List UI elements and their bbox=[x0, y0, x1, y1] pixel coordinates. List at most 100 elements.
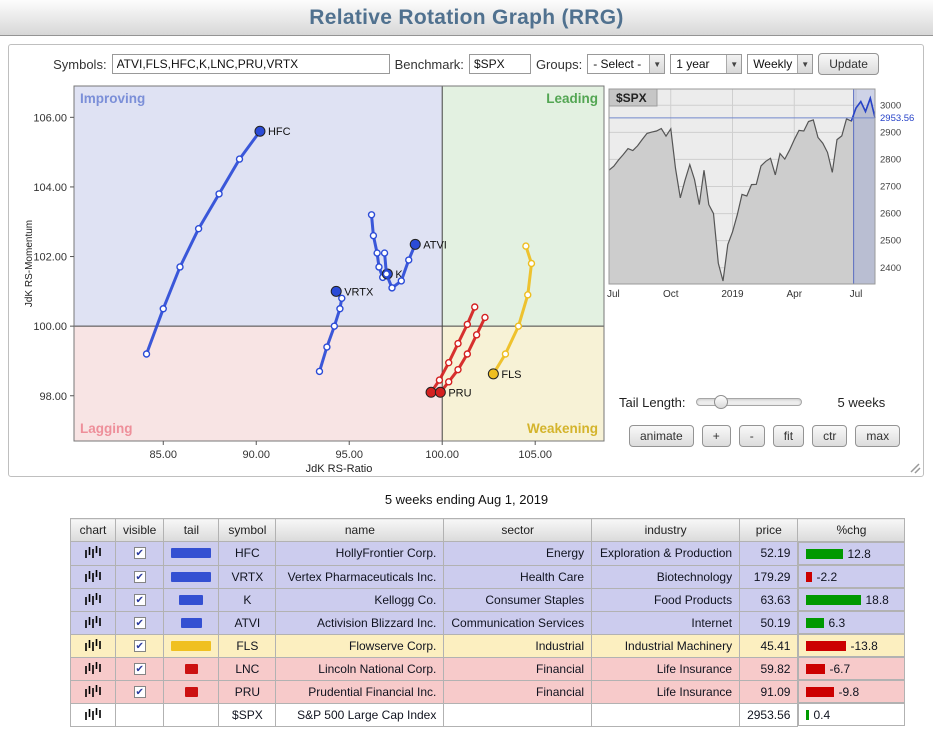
y-tick-label: 102.00 bbox=[33, 252, 67, 264]
cell-tail bbox=[163, 587, 220, 612]
quadrant-improving bbox=[74, 86, 443, 327]
dot-VRTX[interactable] bbox=[330, 285, 342, 297]
cell-pctchg: 12.8 bbox=[798, 542, 905, 565]
dot-HFC[interactable] bbox=[254, 125, 266, 137]
cell-symbol: LNC bbox=[218, 656, 277, 681]
spx-y-tick: 2700 bbox=[880, 182, 901, 193]
cell-sector: Energy bbox=[443, 541, 593, 566]
chart-icon[interactable] bbox=[84, 707, 102, 720]
chart-icon[interactable] bbox=[84, 545, 102, 559]
col-header-pctchg[interactable]: %chg bbox=[797, 518, 906, 542]
dot-label-K: K bbox=[395, 269, 403, 281]
animate-button[interactable]: animate bbox=[629, 425, 694, 447]
chg-bar bbox=[806, 709, 810, 720]
chg-value: -13.8 bbox=[850, 638, 878, 653]
tail-swatch bbox=[180, 617, 202, 628]
trail-marker-FLS bbox=[501, 350, 510, 358]
col-header-industry[interactable]: industry bbox=[591, 518, 741, 542]
col-header-visible[interactable]: visible bbox=[114, 518, 165, 542]
table-row: ✔ K Kellogg Co. Consumer Staples Food Produc… bbox=[70, 587, 905, 612]
dot-label-FLS: FLS bbox=[501, 369, 521, 381]
visible-checkbox[interactable]: ✔ bbox=[133, 685, 146, 698]
spx-y-tick: 2500 bbox=[880, 236, 901, 247]
col-header-name[interactable]: name bbox=[275, 518, 445, 542]
spx-x-tick: Oct bbox=[663, 289, 679, 300]
update-button[interactable]: Update bbox=[818, 53, 879, 75]
col-header-chart[interactable]: chart bbox=[70, 518, 116, 542]
cell-visible: ✔ bbox=[114, 633, 165, 658]
tail-swatch bbox=[171, 640, 212, 651]
zoom-out-button[interactable]: - bbox=[738, 425, 765, 447]
visible-checkbox[interactable]: ✔ bbox=[133, 593, 146, 606]
tail-swatch bbox=[184, 663, 198, 674]
dot-LNC[interactable] bbox=[425, 386, 437, 398]
trail-marker-VRTX bbox=[323, 343, 331, 351]
chart-icon[interactable] bbox=[84, 684, 102, 697]
fit-button[interactable]: fit bbox=[772, 425, 805, 447]
symbols-input[interactable] bbox=[111, 54, 390, 74]
chart-icon[interactable] bbox=[84, 615, 102, 628]
trail-marker-PRU bbox=[463, 350, 472, 358]
x-tick-label: 85.00 bbox=[149, 449, 177, 461]
cell-name: Activision Blizzard Inc. bbox=[275, 610, 445, 635]
spx-line-tail bbox=[850, 95, 876, 122]
visible-checkbox[interactable]: ✔ bbox=[133, 547, 146, 560]
col-header-sector[interactable]: sector bbox=[443, 518, 593, 542]
col-header-tail[interactable]: tail bbox=[163, 518, 220, 542]
spx-y-tick: 2800 bbox=[880, 154, 901, 165]
benchmark-input[interactable] bbox=[468, 54, 531, 74]
cell-pctchg: 0.4 bbox=[798, 703, 905, 726]
visible-checkbox[interactable]: ✔ bbox=[133, 662, 146, 675]
y-tick-label: 106.00 bbox=[33, 112, 67, 124]
spx-y-tick: 2900 bbox=[880, 127, 901, 138]
cell-tail bbox=[163, 610, 220, 635]
dot-PRU[interactable] bbox=[434, 386, 446, 398]
y-axis-title: JdK RS-Momentum bbox=[24, 220, 35, 307]
trail-marker-PRU bbox=[472, 331, 481, 339]
visible-checkbox[interactable]: ✔ bbox=[133, 616, 146, 629]
tail-length-value: 5 weeks bbox=[837, 394, 886, 410]
col-header-price[interactable]: price bbox=[739, 518, 799, 542]
cell-visible: ✔ bbox=[114, 541, 165, 566]
tail-length-slider[interactable] bbox=[695, 395, 802, 409]
table-row: ✔ PRU Prudential Financial Inc. Financial Li… bbox=[70, 679, 905, 704]
spx-x-tick: Jul bbox=[607, 289, 620, 300]
trail-marker-K bbox=[375, 263, 383, 271]
spx-y-tick: 3000 bbox=[880, 100, 901, 111]
spx-x-tick: Jul bbox=[850, 289, 863, 300]
cell-visible: ✔ bbox=[114, 587, 165, 612]
zoom-in-button[interactable]: + bbox=[701, 425, 731, 447]
frequency-select[interactable]: Weekly ▼ bbox=[747, 54, 814, 74]
col-header-symbol[interactable]: symbol bbox=[218, 518, 277, 542]
cell-sector bbox=[443, 702, 593, 727]
cell-symbol: PRU bbox=[218, 679, 277, 704]
resize-grip[interactable] bbox=[908, 461, 921, 474]
groups-select[interactable]: - Select - ▼ bbox=[587, 54, 666, 74]
cell-symbol: $SPX bbox=[218, 702, 277, 727]
chart-icon[interactable] bbox=[84, 569, 102, 582]
dot-label-HFC: HFC bbox=[268, 126, 291, 138]
chart-icon[interactable] bbox=[84, 638, 102, 651]
trail-marker-FLS bbox=[522, 242, 530, 250]
trail-marker-HFC bbox=[194, 224, 203, 233]
center-button[interactable]: ctr bbox=[812, 425, 848, 447]
chart-icon[interactable] bbox=[84, 661, 102, 674]
dot-FLS[interactable] bbox=[487, 368, 499, 380]
max-button[interactable]: max bbox=[855, 425, 901, 447]
period-select[interactable]: 1 year ▼ bbox=[670, 54, 743, 74]
trail-marker-ATVI bbox=[380, 249, 389, 257]
chevron-down-icon: ▼ bbox=[726, 55, 742, 73]
visible-checkbox[interactable]: ✔ bbox=[133, 639, 146, 652]
chg-value: 6.3 bbox=[828, 615, 846, 630]
visible-checkbox[interactable]: ✔ bbox=[133, 570, 146, 583]
chart-icon[interactable] bbox=[84, 592, 102, 605]
cell-industry: Life Insurance bbox=[591, 656, 741, 681]
cell-visible: ✔ bbox=[114, 564, 165, 589]
slider-handle[interactable] bbox=[713, 395, 728, 409]
cell-price: 52.19 bbox=[739, 541, 799, 566]
trail-marker-LNC bbox=[471, 303, 479, 311]
trail-marker-LNC bbox=[435, 376, 444, 384]
cell-symbol: HFC bbox=[218, 541, 277, 566]
chg-bar bbox=[806, 686, 835, 697]
dot-ATVI[interactable] bbox=[409, 238, 421, 250]
